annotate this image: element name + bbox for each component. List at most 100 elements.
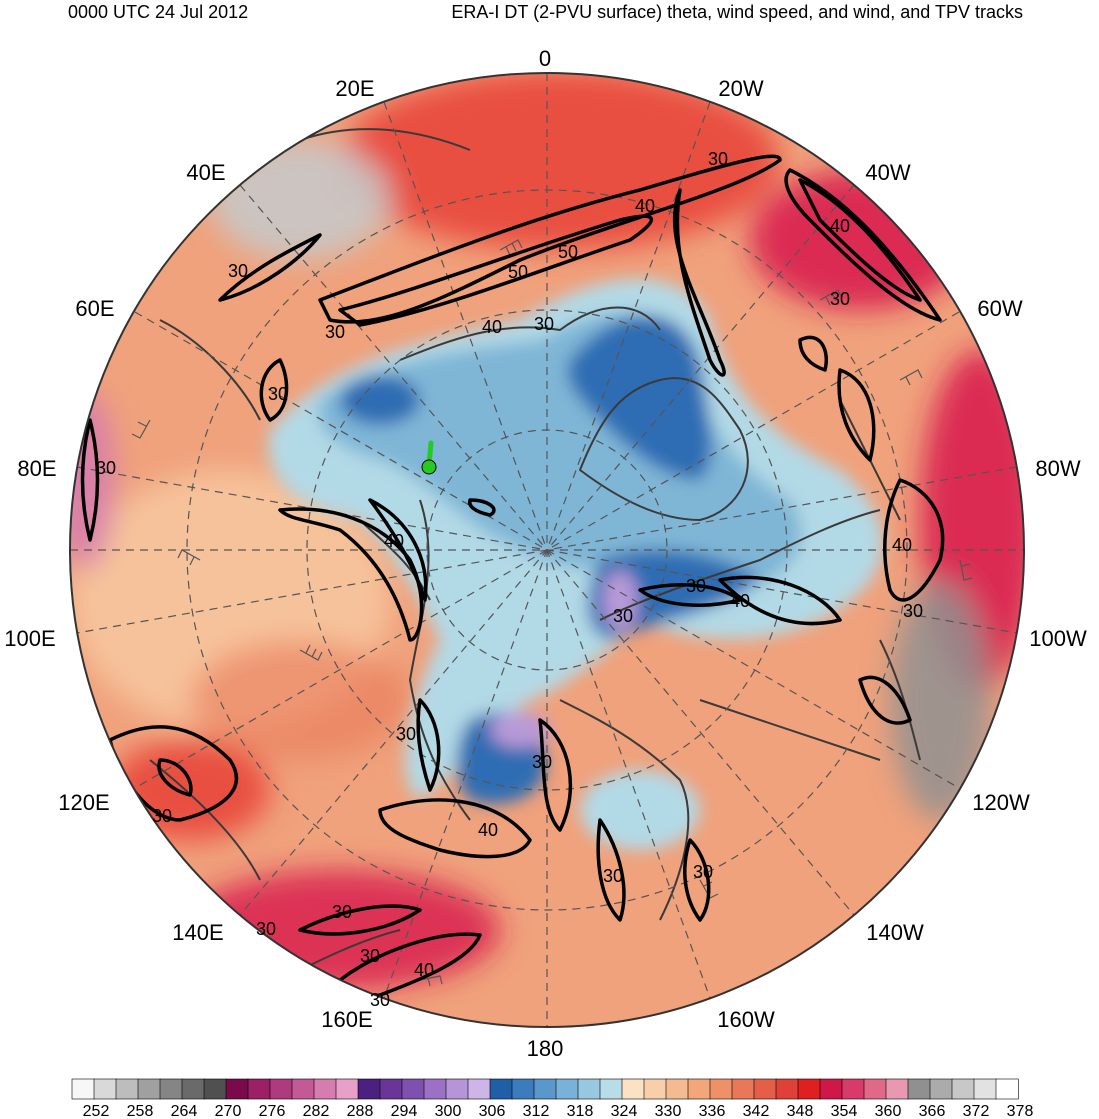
lon-label-0: 0 xyxy=(539,46,551,71)
contour-label: 40 xyxy=(892,535,912,555)
contour-label: 40 xyxy=(730,591,750,611)
colorbar-label: 378 xyxy=(1007,1103,1034,1119)
colorbar-swatch xyxy=(291,1078,315,1100)
colorbar-swatch xyxy=(203,1078,227,1100)
colorbar-swatch xyxy=(577,1078,601,1100)
colorbar-swatch xyxy=(467,1078,491,1100)
lon-label-20e: 20E xyxy=(335,76,374,101)
lon-label-120w: 120W xyxy=(972,790,1030,815)
lon-label-80e: 80E xyxy=(17,456,56,481)
contour-label: 30 xyxy=(325,322,345,342)
colorbar-swatch xyxy=(115,1078,139,1100)
colorbar-label: 264 xyxy=(171,1103,198,1119)
colorbar-swatch xyxy=(335,1078,359,1100)
contour-label: 30 xyxy=(693,862,713,882)
colorbar-swatch xyxy=(973,1078,997,1100)
colorbar-label: 282 xyxy=(303,1103,330,1119)
contour-label: 30 xyxy=(903,601,923,621)
contour-label: 50 xyxy=(558,242,578,262)
contour-label: 40 xyxy=(830,216,850,236)
lon-label-120e: 120E xyxy=(58,790,109,815)
lon-label-140e: 140E xyxy=(172,920,223,945)
colorbar-label: 330 xyxy=(655,1103,682,1119)
colorbar-label: 288 xyxy=(347,1103,374,1119)
colorbar-swatch xyxy=(709,1078,733,1100)
colorbar-label: 270 xyxy=(215,1103,242,1119)
colorbar-label: 360 xyxy=(875,1103,902,1119)
colorbar-swatch xyxy=(159,1078,183,1100)
contour-label: 30 xyxy=(370,990,390,1010)
colorbar-label: 366 xyxy=(919,1103,946,1119)
lon-label-160e: 160E xyxy=(321,1007,372,1032)
colorbar-swatch xyxy=(247,1078,271,1100)
colorbar-swatch xyxy=(863,1078,887,1100)
lon-label-80w: 80W xyxy=(1035,456,1080,481)
lon-label-60e: 60E xyxy=(75,296,114,321)
colorbar-swatch xyxy=(511,1078,535,1100)
colorbar-swatch xyxy=(907,1078,931,1100)
colorbar-swatch xyxy=(357,1078,381,1100)
colorbar-swatch xyxy=(137,1078,161,1100)
colorbar-swatch xyxy=(885,1078,909,1100)
colorbar-swatch xyxy=(93,1078,117,1100)
wind-barbs xyxy=(131,239,973,987)
contour-label: 30 xyxy=(603,866,623,886)
colorbar-label: 342 xyxy=(743,1103,770,1119)
contour-label: 30 xyxy=(532,752,552,772)
contour-label: 50 xyxy=(508,262,528,282)
colorbar-swatch xyxy=(995,1078,1019,1100)
contour-label: 30 xyxy=(360,946,380,966)
colorbar-swatch xyxy=(665,1078,689,1100)
wind-speed-contours xyxy=(80,154,945,999)
valid-time: 0000 UTC 24 Jul 2012 xyxy=(68,2,249,22)
colorbar-swatch xyxy=(731,1078,755,1100)
contour-label: 30 xyxy=(830,289,850,309)
contour-label: 30 xyxy=(256,919,276,939)
lon-label-40e: 40E xyxy=(186,160,225,185)
colorbar: 252 258 264 270 276 282 288 294 300 306 312 318 324 3… xyxy=(71,1078,1034,1119)
colorbar-swatch xyxy=(489,1078,513,1100)
colorbar-label: 318 xyxy=(567,1103,594,1119)
colorbar-swatch xyxy=(71,1078,95,1100)
contour-label: 30 xyxy=(686,576,706,596)
contour-label: 30 xyxy=(96,458,116,478)
colorbar-label: 306 xyxy=(479,1103,506,1119)
lon-label-140w: 140W xyxy=(866,920,924,945)
contour-label: 40 xyxy=(482,317,502,337)
colorbar-swatch xyxy=(687,1078,711,1100)
colorbar-swatch xyxy=(555,1078,579,1100)
contour-label: 30 xyxy=(332,902,352,922)
contour-label: 30 xyxy=(152,806,172,826)
colorbar-label: 354 xyxy=(831,1103,858,1119)
contour-label: 40 xyxy=(384,531,404,551)
contour-label: 30 xyxy=(613,606,633,626)
contour-label: 30 xyxy=(534,314,554,334)
contour-label: 40 xyxy=(478,820,498,840)
colorbar-swatch xyxy=(929,1078,953,1100)
colorbar-swatch xyxy=(533,1078,557,1100)
contour-label: 30 xyxy=(396,724,416,744)
colorbar-label: 324 xyxy=(611,1103,638,1119)
contour-label: 30 xyxy=(268,384,288,404)
lon-label-60w: 60W xyxy=(977,296,1022,321)
graticule xyxy=(70,73,1024,1027)
colorbar-swatch xyxy=(313,1078,337,1100)
colorbar-swatch xyxy=(753,1078,777,1100)
lon-label-40w: 40W xyxy=(865,160,910,185)
colorbar-swatch xyxy=(445,1078,469,1100)
colorbar-label: 348 xyxy=(787,1103,814,1119)
colorbar-swatch xyxy=(599,1078,623,1100)
theta-cold-areas xyxy=(268,278,883,850)
contour-labels: 30 30 40 30 50 50 40 30 40 30 30 30 40 4… xyxy=(96,149,923,1010)
colorbar-swatch xyxy=(269,1078,293,1100)
colorbar-label: 336 xyxy=(699,1103,726,1119)
colorbar-swatch xyxy=(819,1078,843,1100)
lon-label-180: 180 xyxy=(527,1036,564,1061)
colorbar-label: 258 xyxy=(127,1103,154,1119)
colorbar-label: 276 xyxy=(259,1103,286,1119)
map-boundary xyxy=(69,72,1025,1028)
colorbar-swatch xyxy=(401,1078,425,1100)
lon-label-160w: 160W xyxy=(717,1007,775,1032)
tpv-track xyxy=(421,440,437,475)
contour-label: 30 xyxy=(228,261,248,281)
